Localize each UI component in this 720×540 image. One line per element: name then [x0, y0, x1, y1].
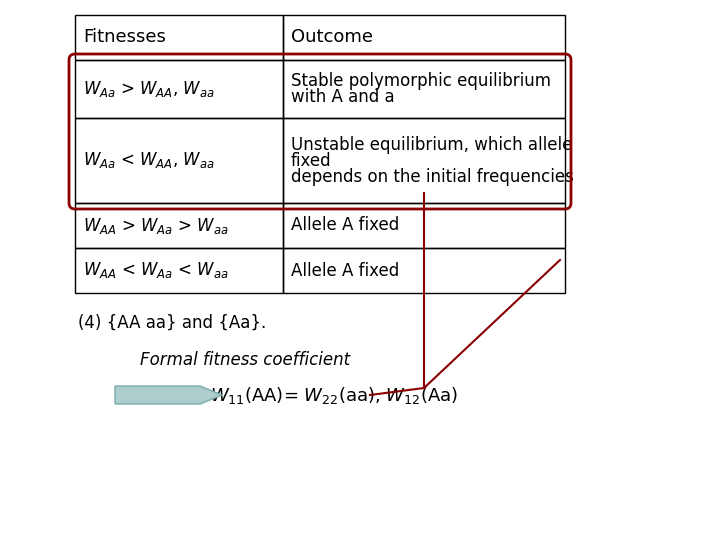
- Text: Formal fitness coefficient: Formal fitness coefficient: [140, 351, 350, 369]
- Text: Allele A fixed: Allele A fixed: [291, 217, 400, 234]
- Text: depends on the initial frequencies: depends on the initial frequencies: [291, 167, 574, 186]
- Text: Outcome: Outcome: [291, 29, 373, 46]
- Text: Fitnesses: Fitnesses: [83, 29, 166, 46]
- Bar: [75, 60, 283, 118]
- Bar: [75, 248, 283, 293]
- Text: (4) {AA aa} and {Aa}.: (4) {AA aa} and {Aa}.: [78, 314, 266, 332]
- Text: $W_{Aa}$ > $W_{AA}$, $W_{aa}$: $W_{Aa}$ > $W_{AA}$, $W_{aa}$: [83, 79, 215, 99]
- FancyArrow shape: [115, 386, 222, 404]
- Text: $W_{AA}$ < $W_{Aa}$ < $W_{aa}$: $W_{AA}$ < $W_{Aa}$ < $W_{aa}$: [83, 260, 229, 280]
- Text: with A and a: with A and a: [291, 88, 395, 106]
- Bar: [75, 118, 283, 203]
- Text: Unstable equilibrium, which allele: Unstable equilibrium, which allele: [291, 136, 572, 153]
- Text: $W_{Aa}$ < $W_{AA}$, $W_{aa}$: $W_{Aa}$ < $W_{AA}$, $W_{aa}$: [83, 151, 215, 171]
- Bar: [283, 60, 565, 118]
- Text: fixed: fixed: [291, 152, 332, 170]
- Bar: [75, 15, 283, 60]
- Bar: [75, 203, 283, 248]
- Text: $W_{11}$(AA)= $W_{22}$(aa), $W_{12}$(Aa): $W_{11}$(AA)= $W_{22}$(aa), $W_{12}$(Aa): [210, 384, 458, 406]
- Bar: [283, 248, 565, 293]
- Text: Stable polymorphic equilibrium: Stable polymorphic equilibrium: [291, 72, 551, 90]
- Bar: [283, 203, 565, 248]
- Text: Allele A fixed: Allele A fixed: [291, 261, 400, 280]
- Bar: [283, 15, 565, 60]
- Text: $W_{AA}$ > $W_{Aa}$ > $W_{aa}$: $W_{AA}$ > $W_{Aa}$ > $W_{aa}$: [83, 215, 229, 235]
- Bar: [283, 118, 565, 203]
